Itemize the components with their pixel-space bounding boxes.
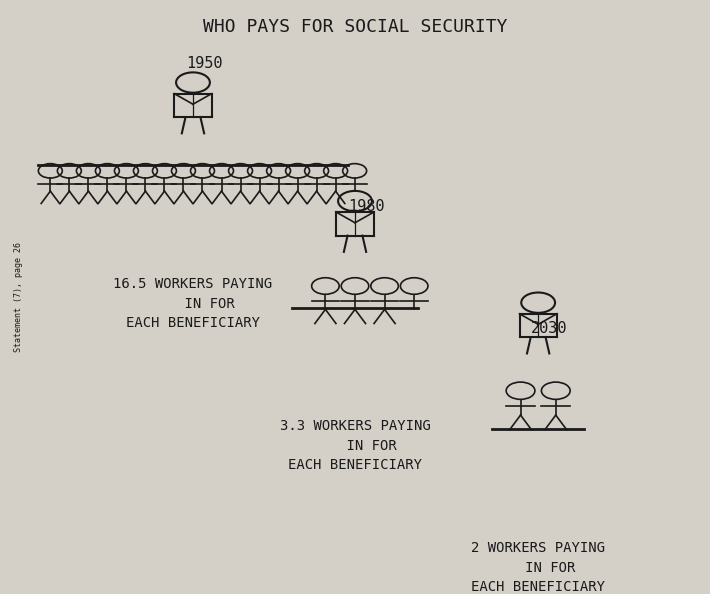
Text: WHO PAYS FOR SOCIAL SECURITY: WHO PAYS FOR SOCIAL SECURITY xyxy=(203,18,507,36)
Text: 1980: 1980 xyxy=(348,198,384,214)
Text: 3.3 WORKERS PAYING
    IN FOR
EACH BENEFICIARY: 3.3 WORKERS PAYING IN FOR EACH BENEFICIA… xyxy=(280,419,430,472)
Text: Statement (7), page 26: Statement (7), page 26 xyxy=(13,242,23,352)
Text: 2 WORKERS PAYING
   IN FOR
EACH BENEFICIARY: 2 WORKERS PAYING IN FOR EACH BENEFICIARY xyxy=(471,541,605,594)
Text: 1950: 1950 xyxy=(186,56,222,71)
Text: 2030: 2030 xyxy=(531,321,567,336)
Text: 16.5 WORKERS PAYING
    IN FOR
EACH BENEFICIARY: 16.5 WORKERS PAYING IN FOR EACH BENEFICI… xyxy=(114,277,273,330)
